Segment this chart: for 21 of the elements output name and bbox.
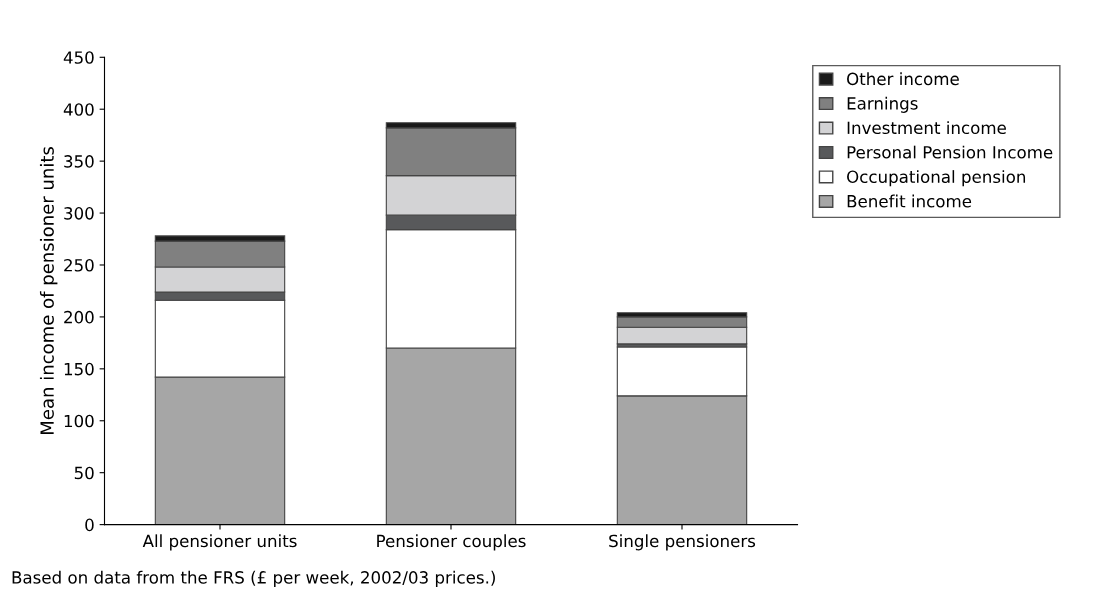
y-tick-label: 250 xyxy=(64,258,94,272)
y-tick-label: 300 xyxy=(64,207,94,220)
legend-label: Earnings xyxy=(847,96,918,113)
legend-label: Other income xyxy=(847,72,959,86)
y-tick-label: 0 xyxy=(85,518,94,532)
text: Based on data from the FRS (£ per week, 2002/03 prices.) xyxy=(12,570,495,587)
legend-label: Benefit income xyxy=(847,194,972,208)
y-tick-label: 150 xyxy=(64,362,94,376)
y-tick-label: 350 xyxy=(64,155,94,168)
y-axis-title: Mean income of pensioner units xyxy=(39,147,58,434)
legend-label: Investment income xyxy=(847,121,1006,135)
x-tick-label: Pensioner couples xyxy=(377,534,526,551)
legend-label: Personal Pension Income xyxy=(847,145,1053,159)
x-tick-label: Single pensioners xyxy=(609,534,756,551)
y-tick-label: 400 xyxy=(63,103,94,116)
y-tick-label: 200 xyxy=(64,310,94,324)
y-tick-label: 100 xyxy=(64,414,94,428)
y-tick-label: 450 xyxy=(63,51,94,64)
x-tick-label: All pensioner units xyxy=(142,534,297,551)
y-tick-label: 50 xyxy=(74,466,94,480)
legend-label: Occupational pension xyxy=(847,170,1026,187)
